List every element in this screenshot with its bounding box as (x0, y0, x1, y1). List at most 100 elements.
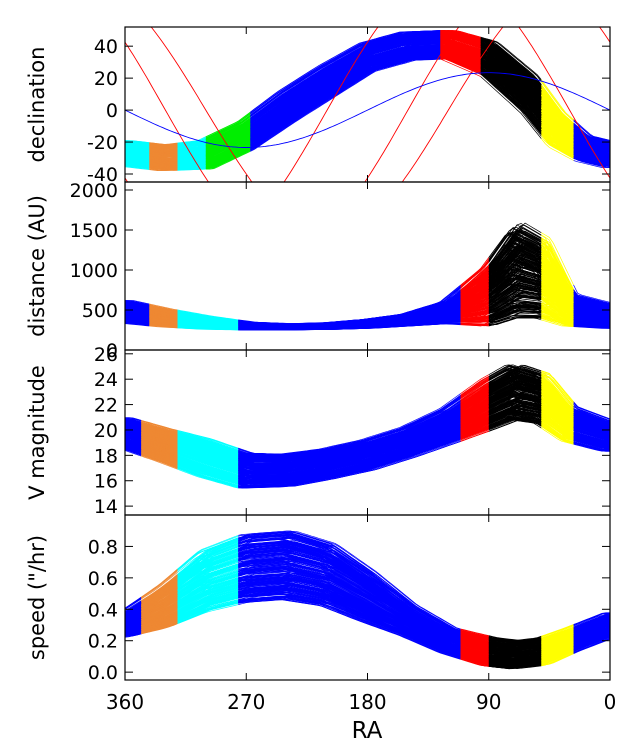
trajectory-curve (573, 128, 610, 147)
trajectory-curve (488, 303, 542, 318)
trajectory-curve (125, 315, 150, 319)
y-tick-label: -40 (87, 164, 118, 186)
trajectory-curve (205, 127, 251, 148)
trajectory-curve (541, 125, 574, 155)
trajectory-curve (541, 267, 574, 308)
trajectory-curve (125, 305, 150, 311)
trajectory-curve (460, 307, 489, 315)
trajectory-curve (573, 157, 610, 168)
trajectory-curve (205, 131, 251, 155)
trajectory-curve (460, 285, 489, 303)
trajectory-curve (177, 162, 206, 165)
trajectory-curve (440, 37, 481, 50)
plot-stack: -40-2002040declination0500100015002000di… (25, 26, 616, 714)
trajectory-curve (149, 160, 178, 164)
trajectory-curve (250, 30, 441, 115)
trajectory-curve (460, 313, 489, 320)
trajectory-curve (488, 263, 542, 288)
y-axis-label: declination (25, 47, 49, 163)
trajectory-curve (250, 33, 441, 124)
trajectory-curve (177, 154, 206, 158)
trajectory-curve (541, 245, 574, 292)
trajectory-curve (125, 151, 150, 156)
trajectory-curve (205, 139, 251, 161)
trajectory-curve (177, 152, 206, 160)
trajectory-curve (149, 158, 178, 161)
trajectory-curve (149, 308, 178, 315)
trajectory-curve (480, 55, 542, 106)
trajectory-curve (149, 143, 178, 146)
trajectory-curve (177, 163, 206, 168)
trajectory-curve (488, 293, 542, 308)
trajectory-curve (125, 157, 150, 161)
trajectory-curve (125, 158, 150, 163)
trajectory-curve (460, 301, 489, 312)
trajectory-curve (440, 34, 481, 46)
trajectory-curve (440, 44, 481, 56)
trajectory-curve (440, 41, 481, 53)
trajectory-curve (250, 54, 441, 148)
trajectory-curve (177, 167, 206, 170)
trajectory-curve (573, 154, 610, 167)
trajectory-curve (460, 304, 489, 314)
trajectory-curve (125, 143, 150, 148)
trajectory-curve (488, 252, 542, 276)
trajectory-curve (125, 165, 150, 170)
trajectory-curve (488, 309, 542, 321)
trajectory-curve (488, 304, 542, 319)
trajectory-curve (541, 79, 574, 120)
trajectory-curve (440, 47, 481, 59)
trajectory-curve (480, 46, 542, 96)
trajectory-curve (573, 318, 610, 325)
trajectory-curve (541, 262, 574, 299)
trajectory-curve (205, 149, 251, 169)
trajectory-curve (250, 56, 441, 146)
trajectory-curve (125, 154, 150, 158)
trajectory-curve (440, 31, 481, 40)
trajectory-curve (541, 99, 574, 136)
trajectory-curve (573, 305, 610, 314)
trajectory-curve (177, 158, 206, 161)
trajectory-curve (541, 114, 574, 147)
trajectory-curve (573, 139, 610, 155)
trajectory-curve (460, 289, 489, 305)
trajectory-curve (440, 36, 481, 46)
trajectory-curve (480, 36, 542, 80)
trajectory-curve (480, 45, 542, 103)
trajectory-curve (250, 57, 441, 147)
trajectory-curve (488, 281, 542, 305)
trajectory-curve (541, 112, 574, 146)
trajectory-curve (488, 301, 542, 316)
trajectory-curve (573, 295, 610, 308)
trajectory-curve (205, 135, 251, 159)
trajectory-curve (205, 137, 251, 158)
trajectory-curve (149, 303, 178, 311)
trajectory-curve (177, 155, 206, 159)
trajectory-curve (460, 257, 490, 286)
trajectory-curve (149, 145, 178, 149)
trajectory-curve (205, 138, 251, 161)
trajectory-curve (149, 318, 178, 323)
trajectory-curve (460, 292, 489, 306)
trajectory-curve (177, 148, 206, 153)
trajectory-curve (488, 227, 542, 260)
trajectory-curve (480, 68, 542, 130)
trajectory-curve (541, 90, 574, 129)
trajectory-curve (480, 54, 542, 112)
trajectory-curve (149, 317, 178, 322)
trajectory-curve (125, 147, 150, 151)
trajectory-curve (177, 320, 239, 327)
trajectory-curve (125, 155, 150, 159)
trajectory-curve (125, 150, 150, 154)
trajectory-curve (541, 131, 574, 157)
trajectory-curve (573, 284, 610, 303)
trajectory-curve (205, 112, 251, 138)
trajectory-curve (205, 150, 251, 169)
trajectory-curve (488, 316, 542, 326)
trajectory-curve (205, 131, 251, 153)
trajectory-curve (480, 73, 542, 137)
trajectory-curve (480, 37, 542, 86)
trajectory-curve (541, 311, 574, 322)
trajectory-curve (125, 161, 150, 166)
trajectory-curve (573, 153, 610, 163)
